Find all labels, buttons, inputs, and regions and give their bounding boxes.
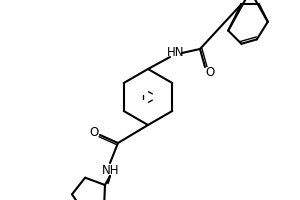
Text: O: O — [89, 127, 99, 140]
Text: HN: HN — [167, 46, 185, 60]
Text: O: O — [206, 66, 214, 78]
Text: NH: NH — [102, 164, 120, 176]
